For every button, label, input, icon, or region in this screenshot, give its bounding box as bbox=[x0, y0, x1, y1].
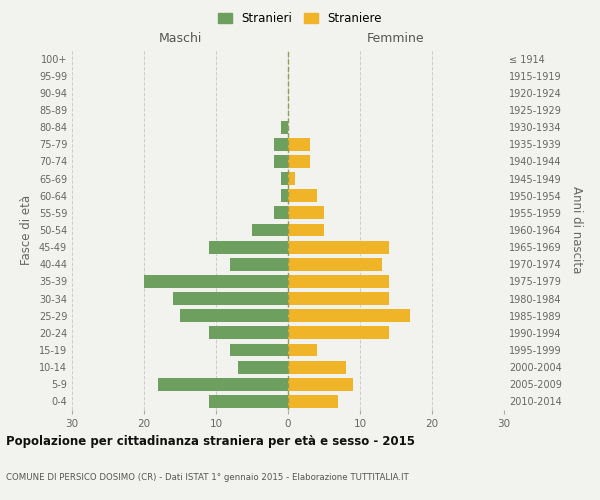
Bar bbox=[281, 120, 288, 134]
Legend: Stranieri, Straniere: Stranieri, Straniere bbox=[214, 8, 386, 28]
Bar bbox=[288, 240, 389, 254]
Bar bbox=[180, 310, 288, 322]
Bar bbox=[274, 155, 288, 168]
Bar bbox=[173, 292, 288, 305]
Bar bbox=[288, 190, 317, 202]
Bar bbox=[144, 275, 288, 288]
Bar bbox=[288, 275, 389, 288]
Text: Maschi: Maschi bbox=[158, 32, 202, 45]
Bar bbox=[288, 138, 310, 150]
Bar bbox=[288, 172, 295, 185]
Text: Femmine: Femmine bbox=[367, 32, 425, 45]
Bar bbox=[288, 258, 382, 270]
Bar bbox=[281, 190, 288, 202]
Text: COMUNE DI PERSICO DOSIMO (CR) - Dati ISTAT 1° gennaio 2015 - Elaborazione TUTTIT: COMUNE DI PERSICO DOSIMO (CR) - Dati IST… bbox=[6, 472, 409, 482]
Bar bbox=[288, 155, 310, 168]
Bar bbox=[288, 224, 324, 236]
Bar bbox=[288, 206, 324, 220]
Bar bbox=[288, 310, 410, 322]
Bar bbox=[230, 344, 288, 356]
Bar bbox=[230, 258, 288, 270]
Y-axis label: Anni di nascita: Anni di nascita bbox=[570, 186, 583, 274]
Bar bbox=[288, 378, 353, 390]
Bar bbox=[288, 395, 338, 408]
Bar bbox=[288, 326, 389, 340]
Bar bbox=[288, 344, 317, 356]
Bar bbox=[274, 138, 288, 150]
Bar bbox=[209, 240, 288, 254]
Bar bbox=[209, 395, 288, 408]
Bar bbox=[238, 360, 288, 374]
Bar bbox=[281, 172, 288, 185]
Bar bbox=[288, 360, 346, 374]
Text: Popolazione per cittadinanza straniera per età e sesso - 2015: Popolazione per cittadinanza straniera p… bbox=[6, 435, 415, 448]
Bar bbox=[274, 206, 288, 220]
Bar bbox=[209, 326, 288, 340]
Y-axis label: Fasce di età: Fasce di età bbox=[20, 195, 33, 265]
Bar bbox=[288, 292, 389, 305]
Bar bbox=[252, 224, 288, 236]
Bar bbox=[158, 378, 288, 390]
